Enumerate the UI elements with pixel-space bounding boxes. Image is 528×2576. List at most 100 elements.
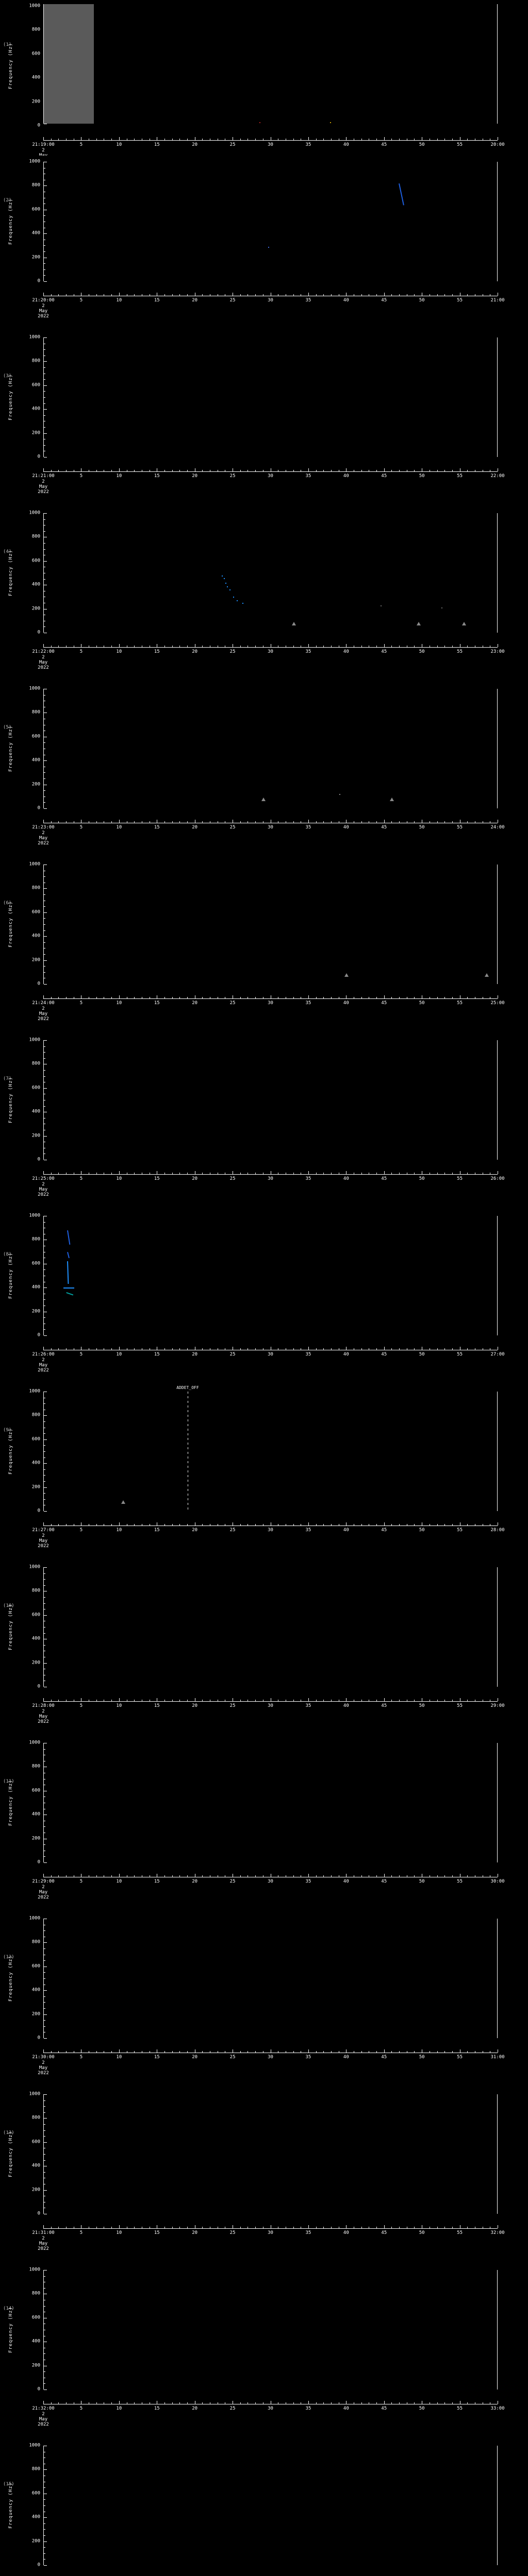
- y-tick-label: 400: [31, 1636, 40, 1641]
- x-minor-tick: [172, 2051, 173, 2053]
- y-tick-label: 600: [31, 1436, 40, 1442]
- x-minor-tick: [164, 1348, 165, 1350]
- y-tick-label: 800: [31, 182, 40, 188]
- x-tick-label: 10: [116, 1176, 122, 1181]
- x-minor-tick: [134, 294, 135, 296]
- x-minor-tick: [293, 470, 294, 471]
- x-major-tick: [43, 1171, 44, 1174]
- x-minor-tick: [293, 1700, 294, 1701]
- x-minor-tick: [444, 2227, 446, 2228]
- x-minor-tick: [452, 1348, 453, 1350]
- x-minor-tick: [316, 1524, 317, 1526]
- x-tick-label: 10: [116, 2230, 122, 2235]
- y-minor-tick: [44, 1433, 45, 1434]
- x-minor-tick: [111, 1348, 112, 1350]
- y-major-tick: [44, 2094, 47, 2095]
- x-minor-tick: [452, 646, 453, 647]
- x-minor-tick: [58, 1524, 59, 1526]
- x-minor-tick: [187, 1348, 188, 1350]
- x-major-tick: [308, 1522, 309, 1526]
- x-tick-label: 35: [305, 1703, 311, 1708]
- x-minor-tick: [172, 470, 173, 471]
- y-minor-tick: [44, 1996, 45, 1997]
- x-tick-label: 35: [305, 2406, 311, 2411]
- x-minor-tick: [134, 646, 135, 647]
- x-minor-tick: [391, 470, 392, 471]
- y-minor-tick: [44, 1645, 45, 1646]
- x-minor-tick: [58, 646, 59, 647]
- x-minor-tick: [331, 2402, 332, 2404]
- x-minor-tick: [414, 2402, 415, 2404]
- x-minor-tick: [111, 2227, 112, 2228]
- x-tick-label: 25: [229, 825, 236, 830]
- x-minor-tick: [202, 2402, 203, 2404]
- y-axis: 0 200 400 600 800 1000: [0, 2264, 43, 2439]
- x-tick-label: 20: [192, 2406, 198, 2411]
- y-minor-tick: [44, 397, 45, 398]
- y-minor-tick: [44, 427, 45, 428]
- x-minor-tick: [331, 139, 332, 140]
- date-line: May: [39, 836, 48, 841]
- panel-1: (1) Frequency (Hz) 0 200 400 600 800 1000 21:19:…: [0, 0, 528, 176]
- x-minor-tick: [331, 1524, 332, 1526]
- plot-area-wrapper: (5) Frequency (Hz) 0 200 400 600 800 1000 21:23:…: [0, 683, 528, 858]
- x-major-tick: [119, 468, 120, 471]
- x-minor-tick: [111, 2402, 112, 2404]
- x-minor-tick: [437, 1348, 438, 1350]
- y-minor-tick: [44, 918, 45, 919]
- y-tick-label: 200: [31, 255, 40, 260]
- date-line: 2: [42, 1709, 45, 1714]
- y-minor-tick: [44, 2154, 45, 2155]
- x-tick-label: 15: [154, 1528, 160, 1533]
- x-minor-tick: [323, 1700, 324, 1701]
- plot-box: [43, 337, 498, 457]
- x-minor-tick: [172, 139, 173, 140]
- x-major-tick: [119, 2225, 120, 2228]
- y-minor-tick: [44, 1627, 45, 1628]
- x-minor-tick: [399, 1348, 400, 1350]
- x-tick-label: 10: [116, 1879, 122, 1884]
- x-minor-tick: [134, 997, 135, 998]
- panel-index-label: (13): [3, 2130, 14, 2136]
- x-minor-tick: [96, 1524, 97, 1526]
- x-minor-tick: [437, 1524, 438, 1526]
- date-line: May: [39, 1363, 48, 1368]
- x-tick-label: 45: [381, 298, 387, 303]
- x-minor-tick: [323, 997, 324, 998]
- x-major-tick: [308, 1171, 309, 1174]
- x-minor-tick: [331, 470, 332, 471]
- y-tick-label: 1000: [29, 1916, 40, 1921]
- detection-marker: [344, 973, 349, 977]
- masked-data-region: [44, 4, 94, 124]
- x-minor-tick: [187, 2227, 188, 2228]
- y-tick-label: 0: [37, 454, 40, 460]
- x-tick-label: 5: [79, 2230, 83, 2235]
- x-minor-tick: [361, 2402, 362, 2404]
- x-minor-tick: [187, 470, 188, 471]
- x-tick-label: 45: [381, 1176, 387, 1181]
- x-minor-tick: [444, 294, 446, 296]
- detection-marker: [291, 622, 296, 626]
- panel-index-label: (3): [3, 373, 12, 379]
- x-tick-label: 45: [381, 1528, 387, 1533]
- x-minor-tick: [66, 2402, 67, 2404]
- x-major-tick: [43, 1347, 44, 1350]
- x-minor-tick: [96, 997, 97, 998]
- y-major-tick: [44, 281, 47, 282]
- y-tick-label: 400: [31, 2514, 40, 2520]
- plot-box: [43, 1040, 498, 1160]
- x-tick-label: 50: [419, 473, 425, 479]
- x-major-tick: [119, 293, 120, 296]
- x-minor-tick: [202, 1524, 203, 1526]
- x-tick-label: 50: [419, 2230, 425, 2235]
- x-minor-tick: [361, 821, 362, 823]
- panel-5: (5) Frequency (Hz) 0 200 400 600 800 1000 21:23:…: [0, 683, 528, 858]
- x-tick-label: 20: [192, 1001, 198, 1006]
- y-tick-label: 200: [31, 2011, 40, 2017]
- x-tick-label: 5: [79, 2055, 83, 2060]
- x-tick-label: 45: [381, 1001, 387, 1006]
- x-minor-tick: [361, 470, 362, 471]
- detection-marker: [461, 622, 466, 626]
- x-minor-tick: [202, 139, 203, 140]
- x-minor-tick: [164, 1524, 165, 1526]
